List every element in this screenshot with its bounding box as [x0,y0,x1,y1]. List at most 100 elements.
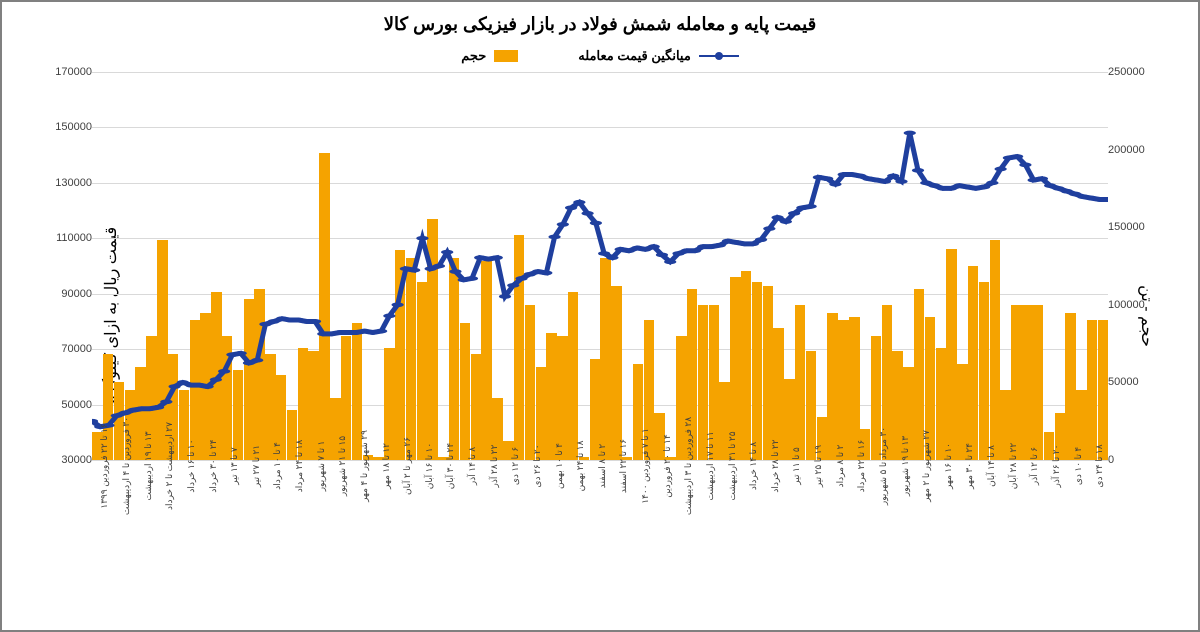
x-tick-label: ۲ تا ۸ مرداد [827,466,838,624]
x-tick-label [1033,466,1044,624]
legend-bar-series: حجم [461,48,518,64]
x-tick-label [341,466,352,624]
x-tick-label [643,466,654,624]
x-tick-label [276,466,287,624]
x-tick-label: ۳۰ مرداد تا ۵ شهریور [871,466,882,624]
chart-legend: میانگین قیمت معامله حجم [2,48,1198,64]
x-tick-label [146,466,157,624]
x-tick-label: ۳۰ فروردین تا ۴ اردیبهشت [114,466,125,624]
x-tick-label [1098,466,1109,624]
x-tick-label: ۱۰ تا ۱۶ آبان [416,466,427,624]
x-tick-label: ۸ تا ۱۴ خرداد [741,466,752,624]
x-tick-label [449,466,460,624]
x-tick-label [168,466,179,624]
x-tick-label [124,466,135,624]
line-series [92,72,1108,460]
x-tick-label [492,466,503,624]
x-tick-label: ۱۴ تا ۲۰ فروردین [654,466,665,624]
x-tick-label: ۱۶ تا ۲۲ مرداد [849,466,860,624]
plot-area [92,72,1108,460]
x-tick-label: ۱۰ تا ۱۶ مهر [935,466,946,624]
legend-line-label: میانگین قیمت معامله [578,48,691,64]
legend-bar-swatch [494,50,518,62]
x-tick-label: ۵ تا ۱۱ تیر [784,466,795,624]
x-tick-label: ۲۷ شهریور تا ۲ مهر [914,466,925,624]
x-tick-label [211,466,222,624]
x-tick-label: ۱۲ تا ۱۸ مهر [373,466,384,624]
x-tick-label [795,466,806,624]
x-tick-label: ۲۴ تا ۳۰ خرداد [200,466,211,624]
x-tick-label: ۴ تا ۱۰ مرداد [265,466,276,624]
x-tick-label [362,466,373,624]
x-tick-label: ۲۸ فروردین تا ۳ اردیبهشت [676,466,687,624]
x-tick-label [233,466,244,624]
x-tick-label [925,466,936,624]
chart-title: قیمت پایه و معامله شمش فولاد در بازار فی… [2,14,1198,35]
x-tick-label [1011,466,1022,624]
x-tick-label [535,466,546,624]
x-tick-label: ۷ تا ۱۳ تیر [222,466,233,624]
x-tick-label [406,466,417,624]
x-tick-label: ۱۳ تا ۱۹ شهریور [892,466,903,624]
x-tick-label [427,466,438,624]
x-tick-label: ۸ تا ۱۴ آذر [460,466,471,624]
x-tick-label: ۱۹ تا ۲۵ تیر [806,466,817,624]
x-tick-label [946,466,957,624]
x-tick-label [600,466,611,624]
x-tick-label: ۴ تا ۱۰ بهمن [546,466,557,624]
y-right-ticks: 050000100000150000200000250000 [1108,72,1158,460]
x-tick-label: ۲۲ تا ۲۸ خرداد [762,466,773,624]
legend-line-swatch [699,55,739,57]
x-tick-label [514,466,525,624]
x-tick-label [881,466,892,624]
x-tick-label [816,466,827,624]
x-tick-label [687,466,698,624]
x-tick-label [470,466,481,624]
x-tick-label [773,466,784,624]
x-tick-label: ۶ تا ۱۲ دی [503,466,514,624]
x-tick-label [189,466,200,624]
x-tick-label: ۲ تا ۸ اسفند [589,466,600,624]
x-tick-label: ۱۰ تا ۱۶ خرداد [179,466,190,624]
x-tick-label: ۲۵ تا ۳۱ اردیبهشت [719,466,730,624]
x-tick-label [557,466,568,624]
x-tick-label: ۴ تا ۱۰ دی [1065,466,1076,624]
y-left-ticks: 3000050000700009000011000013000015000017… [42,72,92,460]
x-tick-label [254,466,265,624]
x-tick-label: ۲۹ شهریور تا ۴ مهر [352,466,363,624]
x-tick-label [1076,466,1087,624]
x-tick-label [665,466,676,624]
x-tick-label [730,466,741,624]
x-tick-label: ۱۸ تا ۲۴ مرداد [287,466,298,624]
x-tick-label [989,466,1000,624]
x-axis-labels: ۱۶ تا ۲۲ فروردین ۱۳۹۹ ۳۰ فروردین تا ۴ ارد… [92,466,1108,624]
x-tick-label: ۲۷ اردیبهشت تا ۲ خرداد [157,466,168,624]
x-tick-label: ۲۴ تا ۳۰ آبان [438,466,449,624]
x-tick-label [1054,466,1065,624]
x-tick-label [319,466,330,624]
x-tick-label [838,466,849,624]
legend-bar-label: حجم [461,48,486,64]
x-tick-label [622,466,633,624]
x-tick-label [384,466,395,624]
x-tick-label: ۶ تا ۱۲ آذر [1022,466,1033,624]
x-tick-label [968,466,979,624]
x-tick-label: ۱ تا ۷ فروردین ۱۴۰۰ [633,466,644,624]
x-tick-label: ۲۴ تا ۳۰ مهر [957,466,968,624]
x-tick-label [297,466,308,624]
x-tick-label: ۱۶ تا ۲۲ اسفند [611,466,622,624]
x-tick-label: ۱۳ تا ۱۹ اردیبهشت [135,466,146,624]
x-tick-label [752,466,763,624]
x-tick-label: ۲۱ تا ۲۷ تیر [243,466,254,624]
x-tick-label: ۱۸ تا ۲۴ دی [1087,466,1098,624]
x-tick-label: ۱۵ تا ۲۱ شهریور [330,466,341,624]
x-tick-label [903,466,914,624]
legend-line-series: میانگین قیمت معامله [578,48,739,64]
x-tick-label [103,466,114,624]
chart-frame: قیمت پایه و معامله شمش فولاد در بازار فی… [0,0,1200,632]
x-tick-label: ۸ تا ۱۴ آبان [979,466,990,624]
x-tick-label [860,466,871,624]
x-tick-label: ۲۰ تا ۲۶ آذر [1044,466,1055,624]
x-tick-label: ۱ تا ۷ شهریور [308,466,319,624]
x-tick-label: ۱۶ تا ۲۲ فروردین ۱۳۹۹ [92,466,103,624]
